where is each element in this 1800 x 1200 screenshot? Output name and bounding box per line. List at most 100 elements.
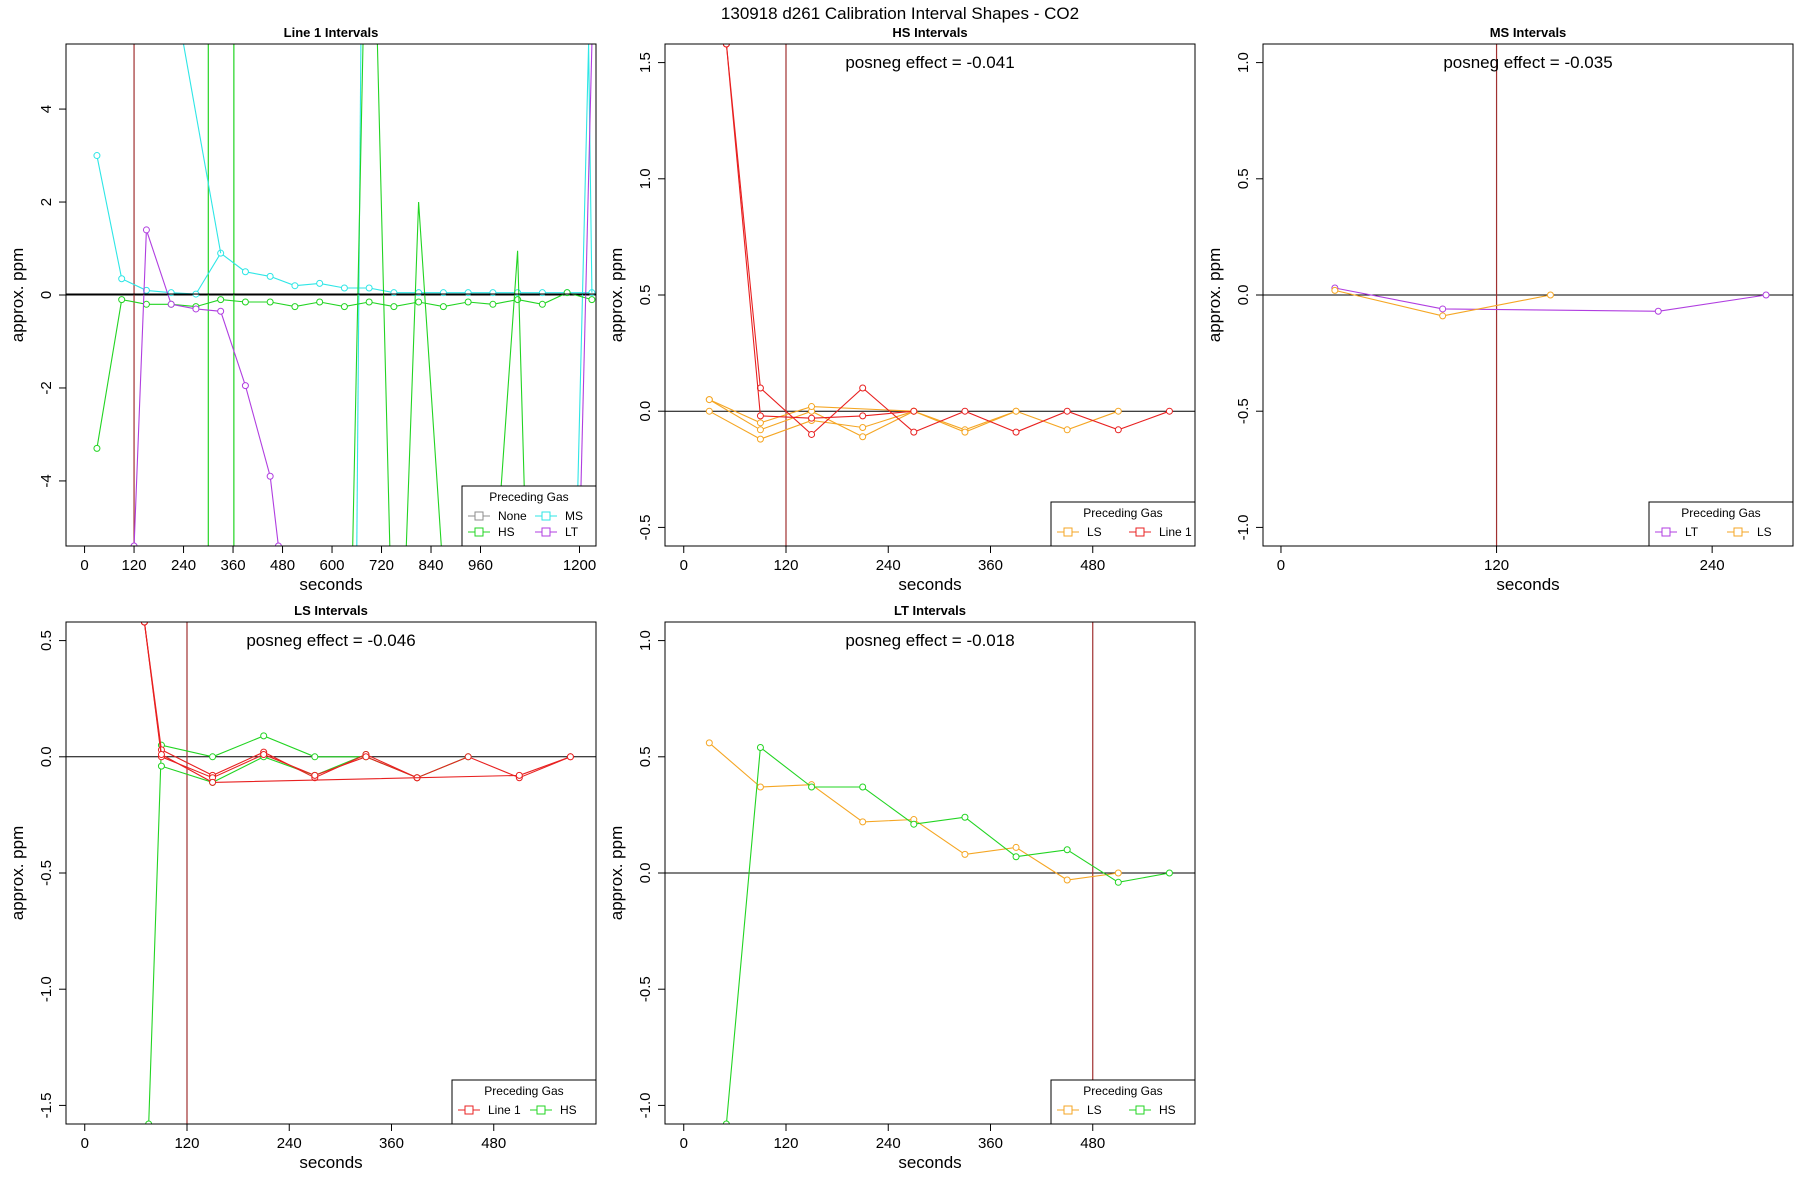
data-point [489,289,497,297]
data-point [1012,853,1020,861]
x-tick-label: 480 [1080,1135,1105,1152]
figure-title: 130918 d261 Calibration Interval Shapes … [721,4,1079,23]
y-axis-label: approx. ppm [8,826,27,921]
legend-swatch-marker [1661,527,1671,537]
x-tick-label: 240 [171,557,196,574]
legend-entry-label: LS [1757,525,1772,539]
x-axis-label: seconds [898,1153,961,1172]
x-tick-label: 120 [122,557,147,574]
data-point [1331,286,1339,294]
legend-entry-label: LT [1685,525,1699,539]
data-point [142,286,150,294]
data-point [439,289,447,297]
x-tick-label: 360 [978,557,1003,574]
series-line-ls [709,399,914,424]
data-point [756,419,764,427]
series-group [66,44,596,546]
legend-box [1050,1079,1196,1125]
x-tick-label: 360 [379,1135,404,1152]
data-point [808,414,816,422]
data-point [859,783,867,791]
series-line-ls [708,742,1119,881]
data-point [142,300,150,308]
series-line-ms [182,44,222,254]
plot-frame [664,43,1196,547]
x-tick-label: 0 [680,557,688,574]
y-tick-label: 4 [38,105,55,113]
data-point [859,412,867,420]
x-tick-label: 720 [369,557,394,574]
data-point [961,813,969,821]
x-tick-label: 600 [320,557,345,574]
series-line-ms [576,44,593,505]
data-point [1654,307,1662,315]
data-point [1063,426,1071,434]
legend: Preceding Gas None MS HS LT [461,485,597,547]
legend-title: Preceding Gas [489,490,568,504]
data-point [390,289,398,297]
series-line-hs [96,292,593,449]
data-point [1063,876,1071,884]
data-point [1546,291,1554,299]
legend: Preceding Gas LT LS [1648,501,1794,547]
legend: Preceding Gas LS Line 1 [1050,501,1196,547]
y-tick-label: -2 [38,381,55,394]
x-axis-label: seconds [299,1153,362,1172]
reference-lines [133,44,235,546]
x-tick-label: 0 [80,557,88,574]
x-tick-label: 0 [81,1135,89,1152]
x-tick-label: 0 [680,1135,688,1152]
legend-entry-label: HS [560,1103,577,1117]
chart-title: HS Intervals [892,25,967,40]
x-tick-label: 120 [773,1135,798,1152]
data-point [588,296,596,304]
data-point [515,771,523,779]
y-tick-label: 2 [38,198,55,206]
legend-entry-label: LT [565,525,579,539]
y-tick-label: -0.5 [637,514,654,540]
data-point [365,298,373,306]
x-axis-label: seconds [898,575,961,594]
y-tick-label: -1.0 [637,1092,654,1118]
chart-panel-5: LT Intervals 0 120 240 360 480 seconds -1.0 -0.5… [607,603,1196,1172]
chart-title: MS Intervals [1490,25,1567,40]
series-line-lt [578,44,593,546]
data-point [291,303,299,311]
data-point [566,753,574,761]
data-point [145,1120,153,1124]
data-point [1012,428,1020,436]
legend: Preceding Gas Line 1 HS [451,1079,597,1125]
series-line-ms [96,155,592,295]
series-line-hs [352,44,527,546]
data-point [756,435,764,443]
data-point [260,732,268,740]
legend-entry-label: MS [565,509,583,523]
data-point [464,298,472,306]
data-point [1063,407,1071,415]
series-line-line-1 [725,44,1170,436]
series-group [705,44,1173,443]
legend-swatch-marker [474,511,484,521]
legend-swatch-marker [1135,527,1145,537]
data-point [563,289,571,297]
legend-entry-label: HS [1159,1103,1176,1117]
x-tick-label: 480 [481,1135,506,1152]
y-tick-label: 0 [38,291,55,299]
legend: Preceding Gas LS HS [1050,1079,1196,1125]
data-point [961,407,969,415]
data-point [167,300,175,308]
y-tick-label: -0.5 [1235,398,1252,424]
posneg-annotation: posneg effect = -0.046 [246,631,415,650]
y-tick-label: -4 [38,474,55,487]
y-tick-label: 0.0 [1235,285,1252,306]
plot-frame [65,621,597,1125]
x-tick-label: 240 [876,1135,901,1152]
data-point [93,152,101,160]
data-point [140,622,148,626]
y-axis-label: approx. ppm [607,826,626,921]
legend-swatch-marker [541,511,551,521]
legend-swatch-marker [1063,527,1073,537]
data-point [538,289,546,297]
